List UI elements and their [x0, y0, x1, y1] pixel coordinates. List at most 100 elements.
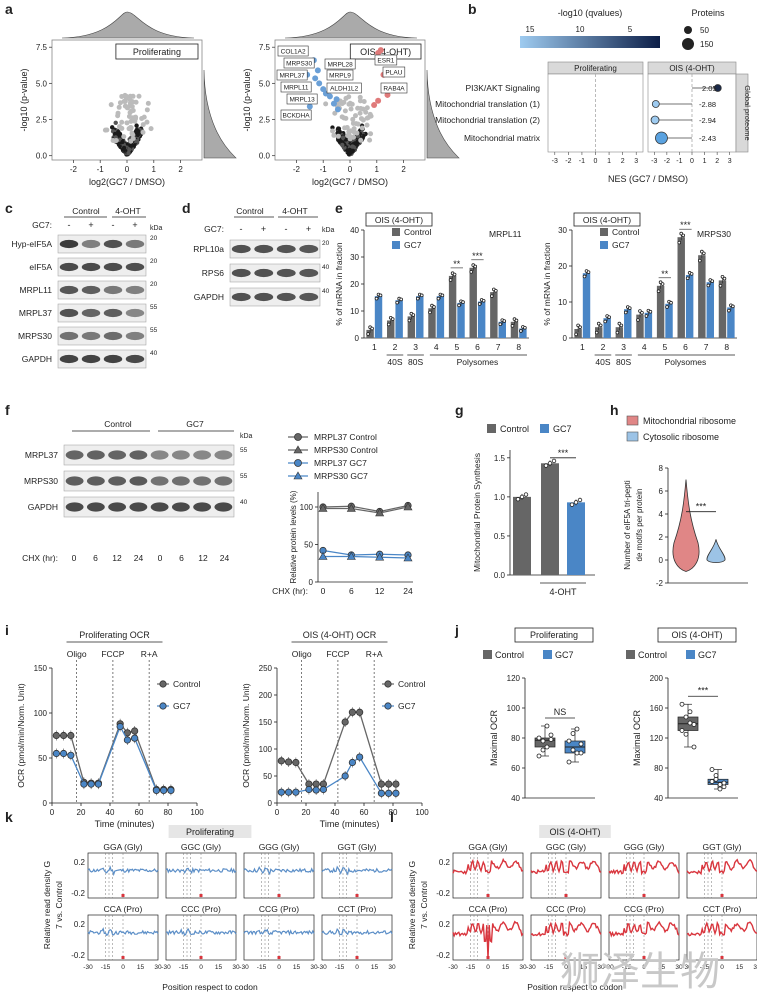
replicate-point	[636, 318, 640, 322]
replicate-point	[386, 322, 391, 327]
x-tick-label: 60	[135, 808, 144, 817]
replicate-point	[683, 731, 689, 737]
blot-band	[193, 476, 212, 486]
bar-gc7	[436, 296, 445, 338]
bar-control	[677, 237, 685, 338]
plot-title: OIS (4-OHT)	[360, 47, 411, 57]
gene-label: ESR1	[377, 58, 394, 65]
series-point	[67, 731, 75, 740]
codon-title: GGC (Gly)	[181, 842, 221, 852]
replicate-point	[510, 324, 515, 328]
x-tick-label: -2	[293, 165, 301, 174]
replicate-point	[644, 314, 649, 318]
y-tick-label: 0.5	[494, 532, 506, 541]
x-tick-label: -2	[664, 158, 670, 165]
y-tick-label: 0.2	[439, 858, 451, 867]
series-point	[348, 758, 356, 767]
blot-band	[103, 308, 123, 318]
y-tick-label: -0.2	[436, 889, 450, 898]
blot-band	[125, 285, 145, 295]
density-line	[321, 928, 393, 936]
y-tick-label: 100	[34, 709, 48, 718]
volcano-point	[124, 120, 130, 126]
blot-band	[171, 502, 190, 512]
sig-stars: **	[453, 259, 461, 269]
gene-label-box	[324, 58, 356, 70]
panel-letter-f: f	[5, 402, 10, 418]
codon-marker	[277, 956, 281, 959]
density-line	[165, 866, 237, 875]
kda-value: 20	[150, 258, 158, 265]
replicate-point	[551, 458, 557, 464]
sig-stars: NS	[554, 707, 567, 717]
lollipop-head	[655, 131, 668, 145]
series-point	[52, 749, 60, 758]
replicate-point	[713, 773, 719, 778]
proteins-title: Proteins	[691, 8, 725, 18]
replicate-point	[370, 326, 374, 331]
density-line	[608, 920, 680, 938]
sig-stars: ***	[698, 685, 709, 695]
density-line	[530, 859, 602, 875]
y-tick-label: 0	[563, 334, 568, 343]
replicate-point	[665, 305, 669, 309]
x-axis-label: log2(GC7 / DMSO)	[89, 177, 165, 187]
fraction-label: 6	[683, 342, 688, 352]
replicate-point	[502, 319, 507, 323]
x-tick-label: 0	[642, 964, 646, 971]
replicate-point	[540, 738, 546, 744]
density-line	[686, 920, 757, 937]
blot-strip	[229, 287, 321, 307]
replicate-point	[548, 737, 554, 742]
size-legend-small	[684, 26, 692, 34]
chx-value: 6	[179, 553, 184, 563]
x-tick-label: 80	[164, 808, 173, 817]
series-point	[375, 508, 385, 517]
series-point	[375, 552, 385, 561]
legend-label: GC7	[398, 701, 416, 711]
replicate-point	[448, 278, 453, 282]
group-label: 4-OHT	[550, 587, 578, 597]
series-point	[403, 553, 413, 562]
side-strip	[735, 73, 749, 153]
blot-band	[65, 502, 84, 512]
y-tick-label: 0	[355, 334, 360, 343]
codon-title: GGC (Gly)	[546, 842, 586, 852]
blot-band	[171, 450, 190, 460]
replicate-point	[722, 276, 727, 281]
replicate-point	[623, 310, 628, 315]
series-point	[318, 503, 328, 512]
title-box	[539, 825, 611, 838]
codon-frame	[321, 914, 393, 961]
y-tick-label: 5.0	[259, 79, 271, 88]
replicate-point	[523, 325, 527, 330]
gene-label-box	[277, 45, 309, 57]
legend-marker	[294, 459, 302, 467]
x-tick-label: 0	[564, 964, 568, 971]
codon-frame	[87, 852, 159, 899]
x-tick-label: 0	[50, 808, 55, 817]
y-axis-label: % of mRNA in fraction	[334, 242, 344, 325]
polysome-chart: 0 10 20 30 40 OIS (4-OHT) Control GC7 MRPL11 1 2 3 4…	[334, 212, 529, 367]
y-tick-label: 0	[309, 578, 314, 587]
bar-control	[718, 280, 727, 338]
codon-frame	[686, 852, 757, 899]
x-tick-label: -30	[161, 964, 171, 971]
x-tick-label: 40	[331, 808, 340, 817]
density-line	[87, 865, 159, 877]
x-axis-label: log2(GC7 / DMSO)	[312, 177, 388, 187]
volcano-point	[128, 125, 134, 131]
injection-label: Oligo	[67, 649, 87, 659]
blot-band	[108, 502, 127, 512]
gene-label: MRPL13	[289, 97, 315, 104]
x-tick-label: 20	[77, 808, 86, 817]
codon-title: CCA (Pro)	[104, 904, 143, 914]
volcano-point	[139, 115, 145, 121]
down-regulated-point	[330, 100, 337, 107]
legend-swatch	[626, 650, 635, 659]
volcano-point	[367, 137, 373, 143]
x-tick-label: 2	[178, 165, 183, 174]
sig-stars: ***	[558, 448, 569, 458]
kda-value: 55	[240, 447, 248, 454]
bar-control	[469, 267, 477, 338]
